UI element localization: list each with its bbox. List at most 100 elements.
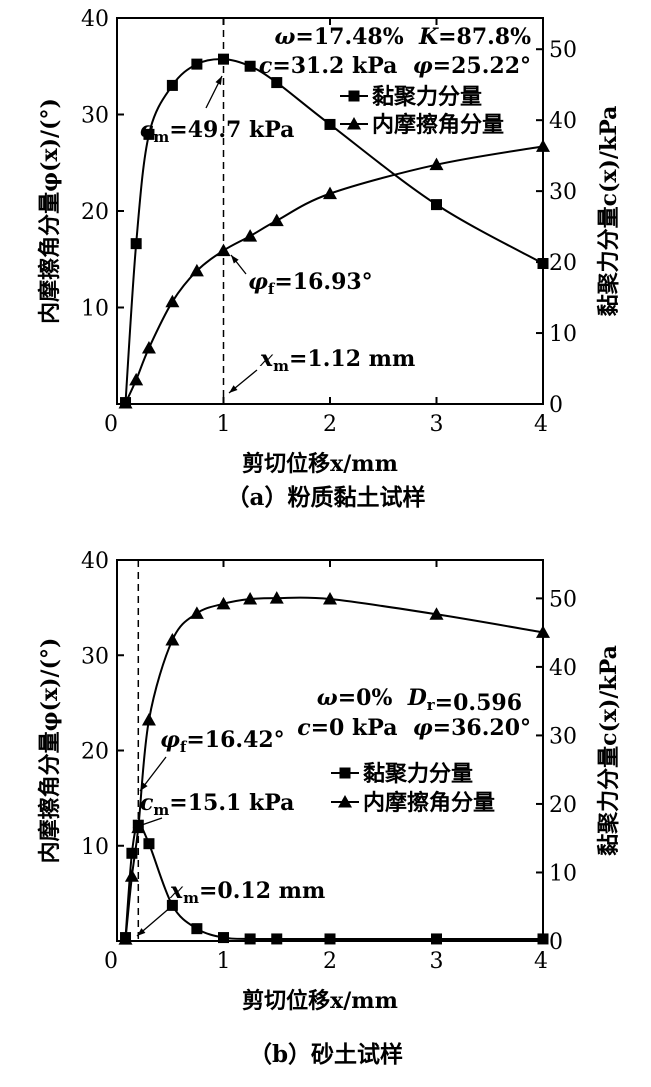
triangle-marker bbox=[165, 633, 180, 646]
y-left-tick-label: 30 bbox=[81, 104, 109, 129]
triangle-marker bbox=[216, 596, 231, 610]
arrow-head bbox=[137, 928, 146, 936]
parameter-text: ω=0% Dr=0.596 bbox=[317, 685, 522, 716]
y-left-tick-label: 20 bbox=[81, 200, 109, 225]
triangle-marker bbox=[323, 186, 337, 200]
y-left-tick-label: 20 bbox=[81, 740, 109, 765]
legend-square-marker bbox=[339, 767, 351, 779]
legend-label: 内摩擦角分量 bbox=[372, 112, 504, 138]
square-marker bbox=[166, 899, 178, 911]
series-line bbox=[124, 596, 544, 940]
triangle-marker bbox=[165, 294, 180, 308]
parameter-text: c=0 kPa φ=36.20° bbox=[297, 715, 531, 741]
square-marker bbox=[191, 923, 203, 935]
triangle-marker bbox=[269, 213, 284, 227]
y-right-tick-label: 10 bbox=[549, 861, 577, 886]
square-marker bbox=[324, 118, 336, 130]
panel-a: 0 1 2 3 4 10 20 30 40 0 10 20 30 40 50 剪切位移x/mm 内摩擦角分量φ(… bbox=[37, 7, 622, 511]
parameter-text: ω=17.48% K=87.8% bbox=[274, 24, 531, 50]
square-marker bbox=[431, 933, 442, 945]
square-marker bbox=[218, 932, 229, 944]
triangle-marker bbox=[141, 341, 156, 354]
square-marker bbox=[431, 199, 442, 211]
x-tick-label: 0 bbox=[104, 949, 118, 974]
square-marker bbox=[130, 238, 142, 250]
legend-triangle-marker bbox=[338, 795, 352, 808]
triangle-marker bbox=[429, 157, 444, 171]
x-tick-label: 2 bbox=[323, 412, 337, 437]
x-tick-label: 1 bbox=[217, 949, 231, 974]
triangle-marker bbox=[429, 607, 444, 620]
square-marker bbox=[166, 79, 178, 91]
arrow-head bbox=[215, 76, 222, 85]
annotation-cm: cm=15.1 kPa bbox=[132, 790, 294, 829]
x-axis-label: 剪切位移x/mm bbox=[242, 451, 398, 477]
annotation-cm: cm=49.7 kPa bbox=[140, 75, 294, 146]
triangle-marker bbox=[269, 591, 284, 604]
square-marker bbox=[126, 847, 138, 859]
annotation-xm: xm=0.12 mm bbox=[136, 878, 325, 937]
triangle-marker bbox=[189, 606, 204, 619]
square-marker bbox=[143, 838, 155, 850]
annotation-label: φf=16.93° bbox=[248, 269, 373, 298]
y-right-tick-label: 40 bbox=[549, 656, 577, 681]
series-line bbox=[124, 823, 543, 941]
triangle-marker bbox=[124, 869, 139, 882]
y-right-tick-label: 50 bbox=[549, 587, 577, 612]
square-marker bbox=[218, 53, 229, 65]
y-right-tick-label: 30 bbox=[549, 180, 577, 205]
y-left-tick-label: 10 bbox=[81, 835, 109, 860]
y-left-tick-label: 30 bbox=[81, 644, 109, 669]
x-tick-label: 1 bbox=[217, 412, 231, 437]
y-right-axis-label: 黏聚力分量c(x)/kPa bbox=[596, 106, 622, 317]
panel-caption: （b）砂土试样 bbox=[249, 1041, 403, 1068]
annotation-label: cm=15.1 kPa bbox=[140, 790, 294, 819]
y-left-tick-label: 40 bbox=[81, 7, 109, 32]
legend-label: 黏聚力分量 bbox=[363, 761, 473, 787]
y-right-tick-label: 20 bbox=[549, 793, 577, 818]
x-tick-label: 3 bbox=[430, 412, 444, 437]
square-marker bbox=[191, 58, 203, 70]
annotation-label: xm=1.12 mm bbox=[259, 346, 415, 375]
arrow-head bbox=[140, 782, 148, 791]
triangle-marker bbox=[141, 713, 156, 726]
x-axis-label: 剪切位移x/mm bbox=[242, 988, 398, 1014]
annotation-xm: xm=1.12 mm bbox=[228, 346, 415, 394]
square-marker bbox=[271, 77, 283, 89]
annotation-label: φf=16.42° bbox=[160, 727, 285, 756]
y-right-tick-label: 30 bbox=[549, 724, 577, 749]
legend-label: 内摩擦角分量 bbox=[363, 790, 495, 816]
panel-caption: （a）粉质黏土试样 bbox=[227, 484, 426, 511]
series-cohesion bbox=[120, 819, 549, 945]
y-right-tick-label: 20 bbox=[549, 251, 577, 276]
legend-triangle-marker bbox=[347, 117, 361, 130]
y-left-axis-label: 内摩擦角分量φ(x)/(°) bbox=[37, 98, 63, 324]
parameter-text: c=31.2 kPa φ=25.22° bbox=[259, 53, 531, 79]
arrow-head bbox=[229, 385, 238, 393]
square-marker bbox=[244, 60, 256, 72]
series-friction bbox=[118, 139, 550, 409]
x-tick-label: 2 bbox=[323, 949, 337, 974]
legend-item: 内摩擦角分量 bbox=[340, 112, 504, 138]
square-marker bbox=[244, 933, 256, 945]
annotation-phif: φf=16.93° bbox=[230, 254, 373, 298]
triangle-marker bbox=[216, 243, 231, 257]
square-marker bbox=[324, 933, 336, 945]
x-tick-label: 4 bbox=[534, 412, 548, 437]
x-tick-label: 3 bbox=[430, 949, 444, 974]
triangle-marker bbox=[243, 229, 258, 242]
legend-square-marker bbox=[348, 90, 360, 102]
x-tick-label: 4 bbox=[534, 949, 548, 974]
y-left-axis-label: 内摩擦角分量φ(x)/(°) bbox=[37, 638, 63, 864]
annotation-phif: φf=16.42° bbox=[139, 727, 285, 792]
series-line bbox=[124, 145, 544, 404]
triangle-marker bbox=[243, 592, 258, 605]
annotation-label: cm=49.7 kPa bbox=[140, 117, 294, 146]
y-right-tick-label: 50 bbox=[549, 38, 577, 63]
triangle-marker bbox=[118, 932, 133, 945]
y-right-tick-label: 40 bbox=[549, 109, 577, 134]
arrow-head bbox=[133, 822, 142, 829]
y-right-tick-label: 0 bbox=[549, 393, 563, 418]
y-left-tick-label: 40 bbox=[81, 549, 109, 574]
y-left-tick-label: 10 bbox=[81, 297, 109, 322]
